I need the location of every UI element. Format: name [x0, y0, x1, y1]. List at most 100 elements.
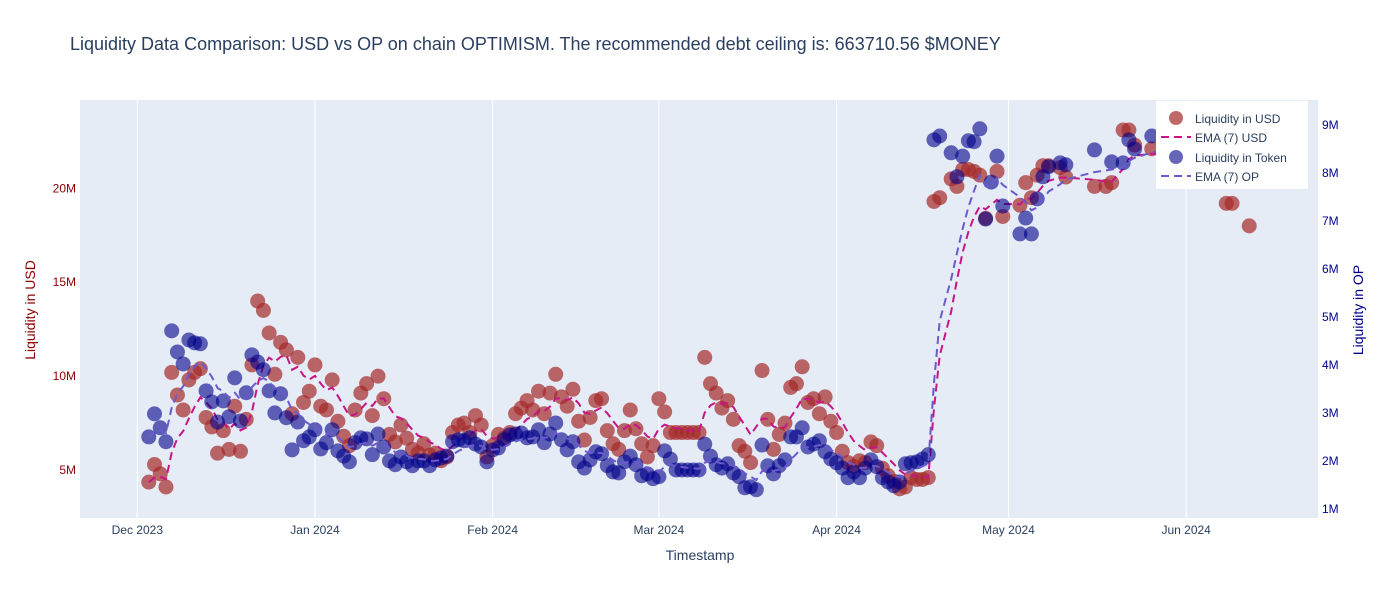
usd-point: [651, 391, 667, 407]
usd-point: [347, 402, 363, 418]
usd-point: [657, 404, 673, 420]
legend-item-ema-usd[interactable]: EMA (7) USD: [1161, 131, 1267, 145]
usd-point: [622, 402, 638, 418]
x-tick-label: Dec 2023: [112, 523, 164, 537]
usd-point: [794, 359, 810, 375]
usd-point: [599, 423, 615, 439]
right-y-tick-label: 6M: [1322, 262, 1339, 276]
token-point: [748, 482, 764, 498]
token-point: [341, 454, 357, 470]
token-point: [198, 383, 214, 399]
token-point: [972, 121, 988, 137]
usd-point: [771, 426, 787, 442]
token-point: [777, 452, 793, 468]
usd-point: [290, 349, 306, 365]
usd-point: [611, 441, 627, 457]
usd-point: [548, 366, 564, 382]
usd-point: [370, 368, 386, 384]
usd-point: [164, 364, 180, 380]
token-point: [966, 134, 982, 150]
token-point: [662, 451, 678, 467]
usd-point: [221, 441, 237, 457]
usd-point: [210, 445, 226, 461]
ema-op-line: [148, 147, 1181, 482]
token-point: [983, 174, 999, 190]
token-point: [147, 406, 163, 422]
legend-item-ema-op[interactable]: EMA (7) OP: [1161, 170, 1259, 184]
left-y-tick-label: 10M: [53, 369, 76, 383]
legend-marker-token: [1169, 150, 1183, 164]
left-y-tick-label: 20M: [53, 181, 76, 195]
usd-point: [811, 406, 827, 422]
usd-point: [307, 357, 323, 373]
usd-point: [267, 366, 283, 382]
usd-point: [278, 342, 294, 358]
token-point: [238, 385, 254, 401]
left-y-tick-label: 15M: [53, 275, 76, 289]
usd-point: [296, 394, 312, 410]
token-point: [949, 169, 965, 185]
token-point: [932, 128, 948, 144]
token-point: [989, 148, 1005, 164]
left-y-tick-label: 5M: [59, 463, 76, 477]
token-point: [439, 448, 455, 464]
token-point: [811, 433, 827, 449]
token-point: [955, 148, 971, 164]
usd-point: [324, 372, 340, 388]
usd-point: [725, 411, 741, 427]
right-y-axis-title: Liquidity in OP: [1350, 265, 1366, 355]
x-tick-label: Mar 2024: [634, 523, 685, 537]
left-y-tick-labels: 5M 10M 15M 20M: [53, 181, 76, 477]
usd-point: [576, 432, 592, 448]
usd-point: [697, 349, 713, 365]
usd-point: [232, 443, 248, 459]
token-point: [1018, 210, 1034, 226]
legend-label-ema-usd: EMA (7) USD: [1195, 131, 1267, 145]
usd-point: [645, 438, 661, 454]
legend-item-token[interactable]: Liquidity in Token: [1169, 150, 1287, 165]
token-point: [1023, 226, 1039, 242]
usd-point: [536, 406, 552, 422]
usd-point: [318, 402, 334, 418]
usd-point: [565, 381, 581, 397]
chart-title: Liquidity Data Comparison: USD vs OP on …: [70, 34, 1001, 54]
x-tick-label: May 2024: [982, 523, 1035, 537]
token-point: [158, 434, 174, 450]
token-point: [227, 370, 243, 386]
usd-point: [823, 413, 839, 429]
legend-label-ema-op: EMA (7) OP: [1195, 170, 1259, 184]
x-tick-label: Jan 2024: [290, 523, 340, 537]
usd-point: [1224, 195, 1240, 211]
usd-point: [387, 434, 403, 450]
right-y-tick-label: 7M: [1322, 214, 1339, 228]
right-y-tick-label: 3M: [1322, 406, 1339, 420]
usd-point: [255, 302, 271, 318]
legend[interactable]: Liquidity in USD EMA (7) USD Liquidity i…: [1156, 101, 1308, 189]
token-point: [1144, 128, 1160, 144]
usd-point: [708, 385, 724, 401]
token-point: [204, 394, 220, 410]
token-point: [221, 409, 237, 425]
token-point: [290, 414, 306, 430]
usd-point: [399, 430, 415, 446]
x-axis-title: Timestamp: [666, 547, 735, 563]
legend-marker-usd: [1169, 111, 1183, 125]
token-point: [1104, 154, 1120, 170]
usd-point: [817, 389, 833, 405]
usd-point: [473, 417, 489, 433]
usd-point: [1241, 218, 1257, 234]
legend-item-usd[interactable]: Liquidity in USD: [1169, 111, 1281, 126]
usd-point: [754, 363, 770, 379]
right-y-tick-labels: 1M 2M 3M 4M 5M 6M 7M 8M 9M: [1322, 118, 1339, 516]
chart-marks: [141, 121, 1257, 498]
usd-point: [301, 383, 317, 399]
usd-point: [359, 376, 375, 392]
token-point: [307, 422, 323, 438]
token-point: [978, 211, 994, 227]
usd-point: [364, 408, 380, 424]
left-y-axis-title: Liquidity in USD: [22, 260, 38, 360]
token-point: [1086, 142, 1102, 158]
token-point: [628, 457, 644, 473]
token-point: [995, 198, 1011, 214]
